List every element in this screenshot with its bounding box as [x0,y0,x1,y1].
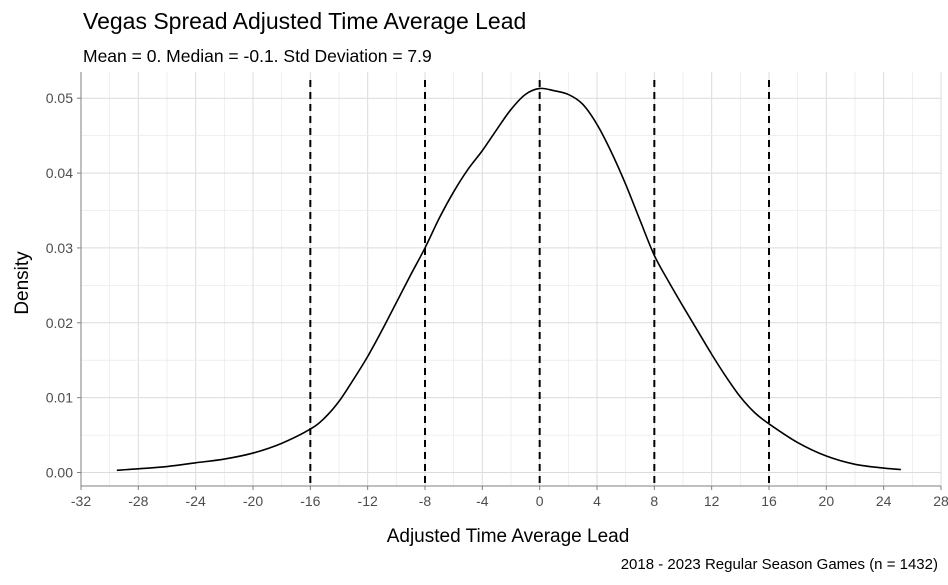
x-tick-label: 24 [876,493,892,509]
axes: -32 -28 -24 -20 -16 -12 -8 -4 0 4 8 12 16 20 24 28 0.00 0… [46,72,948,509]
x-tick-label: 8 [650,493,658,509]
chart-caption: 2018 - 2023 Regular Season Games (n = 14… [620,556,938,573]
x-tick-label: -28 [128,493,148,509]
chart-subtitle: Mean = 0. Median = -0.1. Std Deviation =… [83,46,432,66]
x-tick-label: 20 [819,493,835,509]
y-tick-label: 0.04 [46,165,73,181]
x-tick-label: -4 [476,493,489,509]
x-tick-label: 12 [704,493,720,509]
chart-title: Vegas Spread Adjusted Time Average Lead [83,8,527,34]
x-tick-label: -16 [300,493,320,509]
x-tick-label: 28 [933,493,948,509]
y-tick-label: 0.05 [46,90,73,106]
y-axis-title: Density [12,251,33,315]
reference-lines [309,80,770,486]
x-tick-label: 0 [536,493,544,509]
y-tick-label: 0.02 [46,315,73,331]
x-tick-label: -12 [358,493,378,509]
y-tick-label: 0.01 [46,390,73,406]
y-tick-label: 0.00 [46,465,73,481]
density-curve [116,87,901,472]
x-tick-label: -24 [186,493,206,509]
x-axis-title: Adjusted Time Average Lead [387,526,630,547]
x-tick-label: 4 [593,493,601,509]
x-tick-label: -20 [243,493,263,509]
grid-layer [80,72,942,486]
x-tick-label: -8 [419,493,432,509]
x-tick-label: -32 [71,493,91,509]
x-tick-label: 16 [761,493,777,509]
y-tick-label: 0.03 [46,240,73,256]
